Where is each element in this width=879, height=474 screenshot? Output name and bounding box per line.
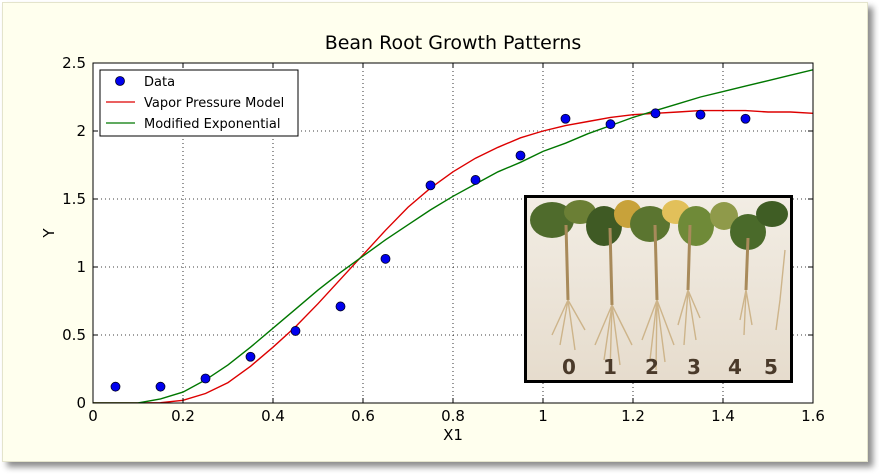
series-line-2: [93, 69, 813, 403]
axis-ticks: [92, 62, 814, 404]
data-point: [155, 381, 166, 392]
series-lines: [93, 69, 813, 403]
photo-label: 2: [645, 355, 659, 379]
photo-label: 4: [728, 355, 742, 379]
data-point: [560, 113, 571, 124]
data-point: [605, 119, 616, 130]
y-tick-label: 1: [76, 258, 86, 276]
legend-label-data: Data: [144, 75, 175, 90]
data-point: [650, 108, 661, 119]
photo-label: 1: [603, 355, 617, 379]
x-tick-label: 0.6: [351, 407, 375, 425]
x-tick-label: 1.2: [621, 407, 645, 425]
y-tick-label: 0: [76, 394, 86, 412]
x-tick-labels: 0 0.2 0.4 0.6 0.8 1 1.2 1.4 1.6: [88, 407, 825, 425]
x-tick-label: 0: [88, 407, 98, 425]
x-axis-label: X1: [443, 426, 463, 444]
data-point: [290, 326, 301, 336]
series-line-1: [93, 109, 813, 403]
chart-title: Bean Root Growth Patterns: [325, 32, 582, 54]
y-tick-label: 2: [76, 122, 86, 140]
data-point: [515, 150, 526, 161]
legend: Data Vapor Pressure Model Modified Expon…: [99, 69, 299, 137]
data-point: [695, 109, 706, 120]
legend-label-modexp: Modified Exponential: [144, 117, 280, 132]
data-point: [245, 351, 256, 362]
photo-label: 3: [687, 355, 701, 379]
stems: [564, 224, 750, 306]
data-point: [425, 180, 436, 191]
x-tick-label: 1.4: [711, 407, 735, 425]
legend-marker-data: [115, 76, 125, 86]
x-tick-label: 0.8: [441, 407, 465, 425]
x-tick-label: 0.2: [171, 407, 195, 425]
y-tick-label: 0.5: [62, 326, 86, 344]
roots: [551, 249, 786, 373]
data-points: [110, 108, 751, 392]
legend-box: [99, 69, 299, 137]
y-tick-label: 1.5: [62, 190, 86, 208]
photo-label: 5: [764, 355, 778, 379]
data-point: [740, 113, 751, 124]
legend-label-vapor: Vapor Pressure Model: [144, 96, 284, 111]
x-tick-label: 0.4: [261, 407, 285, 425]
data-point: [335, 301, 346, 312]
data-point: [470, 175, 481, 185]
x-tick-label: 1.6: [801, 407, 825, 425]
data-point: [200, 373, 211, 384]
photo-label: 0: [562, 355, 576, 379]
x-tick-label: 1: [538, 407, 548, 425]
y-tick-label: 2.5: [62, 54, 86, 72]
foliage: [530, 200, 788, 250]
y-tick-labels: 0 0.5 1 1.5 2 2.5: [62, 54, 86, 412]
data-point: [380, 253, 391, 264]
data-point: [110, 381, 121, 392]
y-axis-label: Y: [40, 228, 58, 239]
